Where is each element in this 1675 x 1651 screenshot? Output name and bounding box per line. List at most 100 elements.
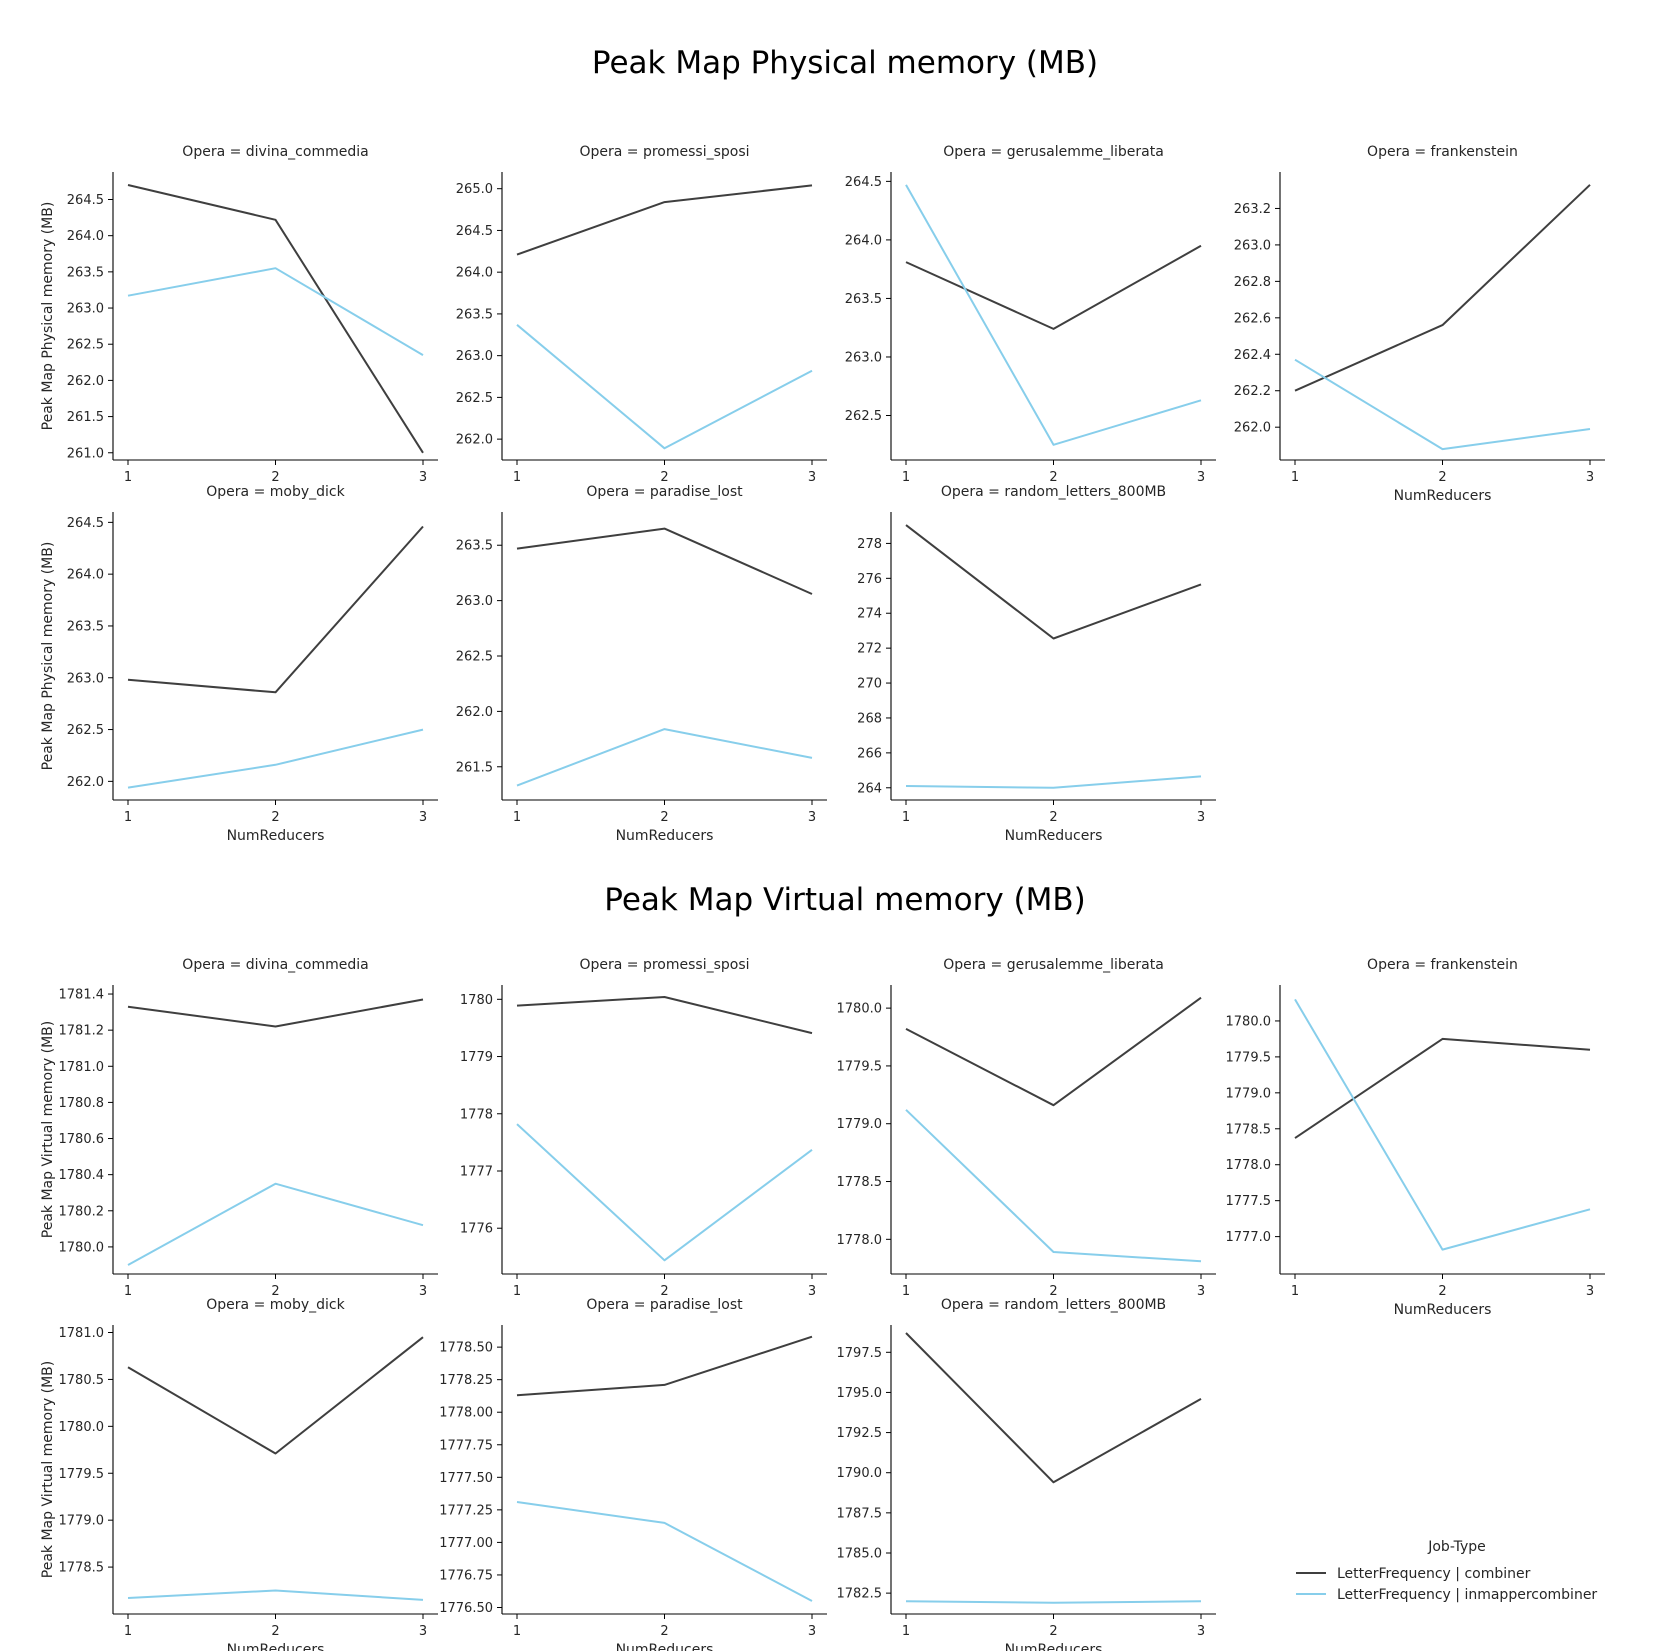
series-line-inmappercombiner (127, 1589, 424, 1601)
x-tick-label: 3 (419, 1624, 427, 1639)
x-tick-label: 2 (1049, 470, 1057, 485)
y-tick-label: 1777 (460, 1164, 493, 1179)
y-tick-label: 264 (857, 781, 882, 796)
y-tick-label: 266 (857, 746, 882, 761)
legend-label-combiner: LetterFrequency | combiner (1337, 1566, 1531, 1582)
y-tick-label: 264.0 (845, 233, 882, 248)
y-tick-label: 1776 (460, 1222, 493, 1237)
y-tick-label: 1780.8 (59, 1096, 105, 1111)
y-tick-label: 262.5 (67, 338, 104, 353)
panel-2: Opera = promessi_sposi 262.0 262.5 263.0 263… (456, 144, 827, 485)
y-tick-label: 1780.0 (1226, 1014, 1272, 1029)
y-tick-label: 264.5 (67, 193, 104, 208)
y-tick-label: 264.0 (67, 229, 104, 244)
series-line-inmappercombiner (127, 728, 424, 789)
series-line-inmappercombiner (1294, 358, 1591, 451)
y-tick-label: 1790.0 (837, 1466, 883, 1481)
series-line-inmappercombiner (127, 1182, 424, 1266)
series-line-combiner (516, 184, 813, 256)
y-tick-label: 264.0 (67, 568, 104, 583)
y-tick-label: 1779 (460, 1050, 493, 1065)
series-line-combiner (516, 1335, 813, 1397)
x-tick-label: 3 (1197, 1284, 1205, 1299)
y-tick-label: 263.0 (1234, 238, 1271, 253)
panel-title: Opera = moby_dick (206, 1297, 345, 1313)
x-tick-label: 1 (1291, 470, 1299, 485)
panel-5: Opera = moby_dick 1778.5 1779.0 1779.5 1780.… (40, 1297, 438, 1651)
y-tick-label: 1779.0 (59, 1514, 105, 1529)
y-tick-label: 1778 (460, 1107, 493, 1122)
y-tick-label: 1797.5 (837, 1346, 883, 1361)
panel-6: Opera = paradise_lost 261.5 262.0 262.5 263.… (456, 484, 827, 844)
y-tick-label: 263.5 (67, 619, 104, 634)
x-tick-label: 2 (660, 1284, 668, 1299)
series-line-combiner (516, 996, 813, 1035)
y-tick-label: 262.0 (456, 705, 493, 720)
x-tick-label: 1 (513, 1624, 521, 1639)
y-tick-label: 263.5 (456, 307, 493, 322)
panel-title: Opera = promessi_sposi (579, 144, 749, 160)
y-tick-label: 1781.0 (59, 1060, 105, 1075)
x-tick-label: 3 (419, 810, 427, 825)
y-tick-label: 262.0 (67, 775, 104, 790)
series-line-combiner (127, 525, 424, 694)
y-tick-label: 1778.00 (439, 1406, 493, 1421)
y-tick-label: 263.0 (456, 594, 493, 609)
x-tick-label: 2 (660, 1624, 668, 1639)
series-line-combiner (127, 1336, 424, 1455)
y-tick-label: 1777.75 (439, 1438, 493, 1453)
y-tick-label: 1778.0 (1226, 1158, 1272, 1173)
x-tick-label: 1 (902, 1284, 910, 1299)
y-tick-label: 1778.0 (837, 1233, 883, 1248)
y-tick-label: 262.5 (456, 391, 493, 406)
series-line-inmappercombiner (905, 1600, 1202, 1604)
x-tick-label: 1 (1291, 1284, 1299, 1299)
legend-label-inmappercombiner: LetterFrequency | inmappercombiner (1337, 1587, 1597, 1603)
x-axis-label: NumReducers (1005, 828, 1103, 844)
x-axis-label: NumReducers (227, 828, 325, 844)
y-axis-label: Peak Map Physical memory (MB) (40, 202, 56, 431)
y-tick-label: 1780.2 (59, 1204, 105, 1219)
legend: Job-Type LetterFrequency | combiner Letter… (1296, 1539, 1597, 1603)
y-tick-label: 1780.0 (59, 1240, 105, 1255)
y-tick-label: 1779.0 (837, 1117, 883, 1132)
y-tick-label: 262.8 (1234, 275, 1271, 290)
x-tick-label: 3 (808, 1284, 816, 1299)
y-tick-label: 262.0 (456, 433, 493, 448)
y-tick-label: 1779.5 (837, 1059, 883, 1074)
panel-3: Opera = gerusalemme_liberata 1778.0 1778.5… (837, 957, 1216, 1299)
y-tick-label: 261.5 (67, 410, 104, 425)
x-tick-label: 1 (124, 1624, 132, 1639)
x-tick-label: 3 (1586, 1284, 1594, 1299)
panel-title: Opera = frankenstein (1367, 957, 1518, 973)
panel-4: Opera = frankenstein 262.0 262.2 262.4 262.6… (1234, 144, 1605, 504)
y-tick-label: 1777.00 (439, 1536, 493, 1551)
y-tick-label: 1779.0 (1226, 1086, 1272, 1101)
y-tick-label: 268 (857, 711, 882, 726)
series-line-combiner (905, 996, 1202, 1107)
series-line-inmappercombiner (905, 1109, 1202, 1263)
y-tick-label: 1776.75 (439, 1568, 493, 1583)
series-line-inmappercombiner (516, 1123, 813, 1262)
series-line-combiner (127, 184, 424, 454)
x-tick-label: 3 (1197, 1624, 1205, 1639)
y-tick-label: 263.5 (456, 539, 493, 554)
x-tick-label: 2 (1049, 810, 1057, 825)
x-tick-label: 2 (660, 470, 668, 485)
y-tick-label: 1778.25 (439, 1373, 493, 1388)
y-tick-label: 274 (857, 607, 882, 622)
panel-6: Opera = paradise_lost 1776.50 1776.75 1777.… (439, 1297, 827, 1651)
y-tick-label: 1777.5 (1226, 1194, 1272, 1209)
panel-title: Opera = moby_dick (206, 484, 345, 500)
panel-title: Opera = paradise_lost (586, 484, 743, 500)
series-line-inmappercombiner (516, 324, 813, 450)
x-tick-label: 3 (419, 1284, 427, 1299)
y-axis-label: Peak Map Virtual memory (MB) (40, 1021, 56, 1238)
y-tick-label: 1781.2 (59, 1024, 105, 1039)
panel-title: Opera = random_letters_800MB (941, 1297, 1166, 1313)
y-tick-label: 263.2 (1234, 202, 1271, 217)
x-tick-label: 2 (1049, 1624, 1057, 1639)
y-tick-label: 261.0 (67, 446, 104, 461)
y-tick-label: 263.0 (67, 302, 104, 317)
x-tick-label: 2 (271, 810, 279, 825)
